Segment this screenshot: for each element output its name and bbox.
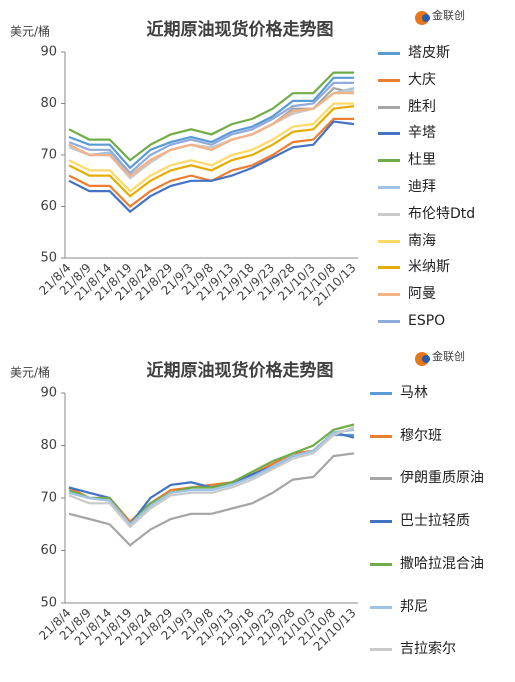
legend-item: 吉拉索尔: [370, 641, 488, 658]
y-tick-label: 70: [40, 148, 57, 163]
y-tick-label: 60: [40, 543, 57, 558]
legend-label: 巴士拉轻质: [400, 513, 470, 530]
legend-label: 吉拉索尔: [400, 641, 456, 658]
legend-swatch: [378, 320, 400, 323]
series-line: [68, 102, 354, 193]
legend-label: 胜利: [408, 98, 436, 115]
legend-swatch: [370, 477, 392, 481]
y-tick-label: 50: [40, 596, 57, 611]
legend-item: 撒哈拉混合油: [370, 556, 488, 573]
chart-title: 近期原油现货价格走势图: [147, 19, 334, 40]
legend-swatch: [370, 434, 392, 438]
legend-label: 撒哈拉混合油: [400, 555, 484, 572]
series-line: [68, 81, 354, 175]
legend-label: 米纳斯: [408, 259, 450, 276]
y-tick-label: 90: [40, 45, 57, 60]
legend-swatch: [378, 239, 400, 243]
legend-item: 米纳斯: [378, 259, 496, 276]
legend-label: 伊朗重质原油: [400, 470, 484, 487]
legend-swatch: [370, 392, 392, 395]
legend-swatch: [378, 266, 400, 270]
legend-item: 辛塔: [378, 125, 496, 142]
chart: 近期原油现货价格走势图美元/桶金联创506070809021/8/421/8/9…: [10, 8, 465, 309]
legend-item: 伊朗重质原油: [370, 470, 488, 487]
legend-item: 布伦特Dtd: [378, 206, 496, 223]
legend-item: 杜里: [378, 152, 496, 169]
series-line: [68, 428, 355, 524]
legend-label: 马林: [400, 385, 428, 401]
y-tick-label: 80: [40, 438, 57, 453]
legend-label: 迪拜: [408, 179, 436, 195]
legend-swatch: [378, 132, 400, 136]
series-line: [68, 433, 354, 526]
legend-label: 大庆: [408, 71, 436, 88]
logo-icon: [422, 14, 430, 22]
legend-label: ESPO: [408, 313, 446, 329]
legend-item: 巴士拉轻质: [370, 513, 488, 530]
legend-item: 阿曼: [378, 286, 496, 303]
legend-label: 塔皮斯: [408, 45, 450, 61]
legend-swatch: [378, 52, 400, 55]
logo: 金联创: [432, 8, 465, 22]
legend-swatch: [370, 520, 392, 524]
legend-item: 大庆: [378, 72, 496, 89]
legend-item: 胜利: [378, 99, 496, 116]
legend-label: 杜里: [408, 152, 436, 169]
legend-item: 塔皮斯: [378, 45, 496, 62]
legend-swatch: [378, 212, 400, 216]
series-line: [68, 71, 354, 162]
legend-item: 穆尔班: [370, 428, 488, 445]
legend-label: 邦尼: [400, 598, 428, 615]
legend-label: 穆尔班: [400, 427, 442, 444]
legend-swatch: [370, 605, 392, 609]
legend-item: 南海: [378, 233, 496, 250]
y-tick-label: 70: [40, 491, 57, 506]
y-axis-label: 美元/桶: [10, 365, 50, 380]
chart-title: 近期原油现货价格走势图: [147, 360, 334, 381]
legend-item: 邦尼: [370, 599, 488, 616]
legend-swatch: [378, 186, 400, 189]
series-line: [68, 76, 354, 170]
series-line: [68, 120, 355, 214]
legend-swatch: [370, 562, 392, 566]
legend-label: 阿曼: [408, 286, 436, 303]
y-tick-label: 90: [40, 386, 57, 401]
y-tick-label: 50: [40, 251, 57, 266]
legend-swatch: [370, 648, 392, 652]
series-line: [68, 426, 355, 529]
legend-swatch: [378, 105, 400, 109]
series-line: [68, 428, 355, 526]
legend-item: 迪拜: [378, 179, 496, 196]
y-tick-label: 60: [40, 199, 57, 214]
series-line: [68, 423, 355, 526]
legend-item: 马林: [370, 385, 488, 402]
legend-label: 布伦特Dtd: [408, 205, 476, 222]
legend-swatch: [378, 78, 400, 82]
logo: 金联创: [432, 349, 465, 363]
y-axis-label: 美元/桶: [10, 24, 50, 39]
series-line: [68, 452, 355, 547]
series-line: [68, 92, 354, 178]
legend-label: 南海: [408, 232, 436, 249]
legend-label: 辛塔: [408, 125, 436, 142]
legend-item: ESPO: [378, 313, 496, 330]
legend-swatch: [378, 159, 400, 163]
logo-icon: [422, 355, 430, 363]
legend-swatch: [378, 293, 400, 297]
y-tick-label: 80: [40, 96, 57, 111]
series-line: [68, 105, 355, 198]
